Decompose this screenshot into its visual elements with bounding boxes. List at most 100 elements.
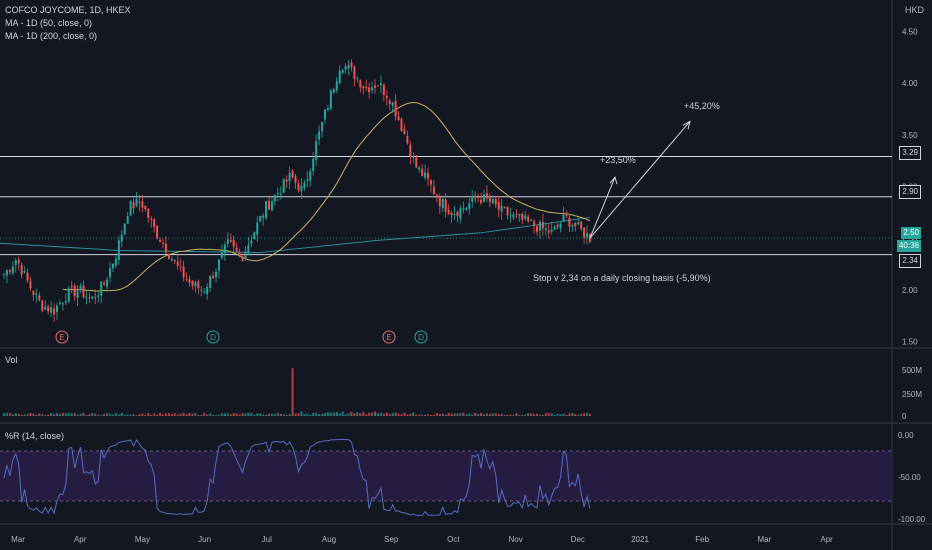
volume-bar	[106, 413, 109, 416]
stop-note: Stop v 2,34 on a daily closing basis (-5…	[533, 273, 711, 283]
volume-bar	[212, 414, 215, 416]
volume-bar	[544, 413, 547, 416]
candle-body	[79, 285, 82, 291]
wr-line	[3, 439, 591, 516]
volume-bar	[82, 412, 85, 416]
candle-body	[427, 172, 430, 179]
volume-bar	[397, 413, 400, 416]
candle-body	[44, 306, 47, 310]
candle-body	[276, 192, 279, 194]
candle-body	[509, 215, 512, 217]
candle-body	[132, 202, 135, 209]
volume-bar	[279, 414, 282, 416]
volume-bar	[5, 413, 8, 416]
candle-body	[553, 226, 556, 230]
candle-body	[282, 178, 285, 193]
volume-bar	[512, 414, 515, 416]
volume-bar	[294, 413, 297, 416]
volume-bar	[424, 414, 427, 416]
volume-bar	[468, 413, 471, 416]
volume-bar	[415, 414, 418, 416]
currency-label: HKD	[905, 5, 925, 15]
volume-bar	[23, 414, 26, 416]
candle-body	[415, 157, 418, 168]
candle-body	[176, 261, 179, 266]
candle-body	[262, 215, 265, 218]
candle-body	[288, 172, 291, 182]
time-tick-label: Jul	[262, 535, 272, 544]
volume-bar	[565, 414, 568, 416]
candle-body	[323, 109, 326, 120]
volume-bar	[412, 412, 415, 416]
candle-body	[497, 202, 500, 210]
volume-bar	[574, 413, 577, 416]
candle-body	[512, 214, 515, 218]
volume-bar	[270, 413, 273, 416]
candle-body	[459, 207, 462, 219]
candle-body	[586, 233, 589, 238]
level-tag-3-29: 3.29	[899, 146, 921, 160]
candle-body	[147, 208, 150, 218]
volume-bar	[480, 412, 483, 416]
volume-bar	[85, 415, 88, 416]
candle-body	[3, 274, 5, 276]
candle-body	[270, 201, 273, 211]
volume-bar	[577, 414, 580, 416]
volume-bar	[491, 413, 494, 416]
volume-bar	[291, 368, 294, 416]
volume-bar	[329, 412, 332, 416]
volume-bar	[315, 412, 318, 416]
candle-body	[521, 214, 524, 220]
candle-body	[162, 243, 165, 245]
candle-body	[374, 85, 377, 88]
volume-bar	[117, 414, 120, 416]
candle-body	[53, 308, 56, 315]
volume-bar	[70, 413, 73, 416]
candle-body	[265, 201, 268, 219]
target1-arrowhead	[609, 176, 618, 185]
volume-bar	[88, 414, 91, 416]
candle-body	[371, 87, 374, 91]
candle-body	[117, 240, 120, 260]
volume-bar	[150, 414, 153, 416]
candle-body	[565, 215, 568, 217]
candle-body	[144, 205, 147, 210]
candle-body	[197, 281, 200, 289]
volume-bar	[58, 413, 61, 416]
volume-bar	[303, 414, 306, 416]
candle-body	[229, 239, 232, 242]
volume-bar	[571, 412, 574, 416]
volume-bar	[285, 414, 288, 416]
volume-bar	[432, 414, 435, 416]
candle-body	[129, 201, 132, 216]
candle-body	[332, 89, 335, 93]
time-tick-label: Feb	[695, 535, 709, 544]
volume-bar	[538, 414, 541, 416]
event-marker-circle	[55, 330, 69, 344]
candle-body	[182, 266, 185, 278]
volume-bar	[56, 413, 59, 416]
projection-arrows	[589, 120, 691, 239]
ma200-legend: MA - 1D (200, close, 0)	[5, 31, 98, 41]
candle-body	[179, 265, 182, 267]
time-tick-label: Jun	[198, 535, 211, 544]
candle-body	[468, 203, 471, 209]
volume-tick-label: 500M	[902, 366, 922, 375]
candle-body	[188, 279, 191, 283]
volume-bar	[126, 414, 129, 416]
volume-bar	[226, 413, 229, 416]
volume-bar	[376, 413, 379, 416]
volume-bar	[506, 414, 509, 416]
volume-bar	[262, 414, 265, 416]
volume-bar	[388, 413, 391, 416]
candle-body	[441, 199, 444, 208]
volume-bar	[300, 411, 303, 416]
candle-body	[23, 270, 26, 273]
volume-bar	[465, 414, 468, 416]
candle-body	[580, 221, 583, 229]
candle-body	[403, 129, 406, 135]
volume-bar	[421, 414, 424, 416]
volume-bar	[385, 412, 388, 416]
volume-bar	[200, 415, 203, 416]
